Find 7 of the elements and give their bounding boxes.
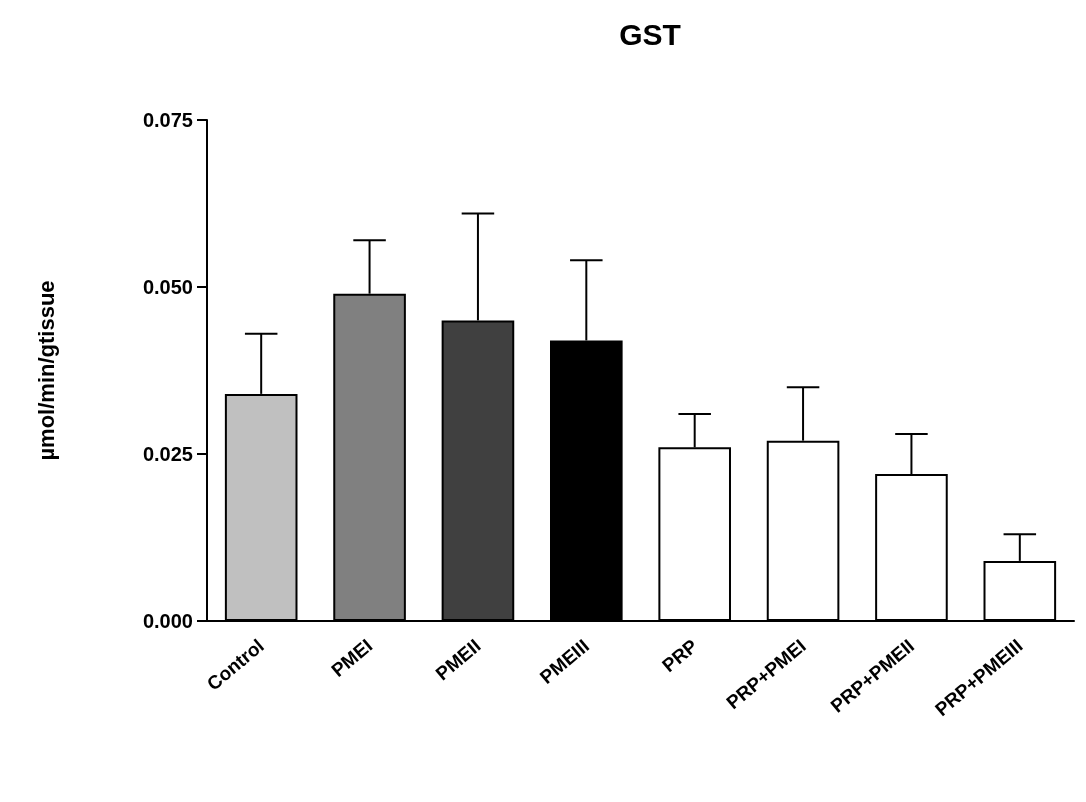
y-tick-label: 0.025	[142, 443, 193, 465]
y-tick-label: 0.075	[142, 109, 193, 131]
y-tick-label: 0.050	[142, 276, 193, 298]
x-tick-label: PRP	[658, 634, 702, 677]
y-axis-title: µmol/min/gtissue	[33, 280, 59, 461]
y-tick-label: 0.000	[142, 610, 193, 632]
chart-title: GST	[619, 17, 681, 51]
